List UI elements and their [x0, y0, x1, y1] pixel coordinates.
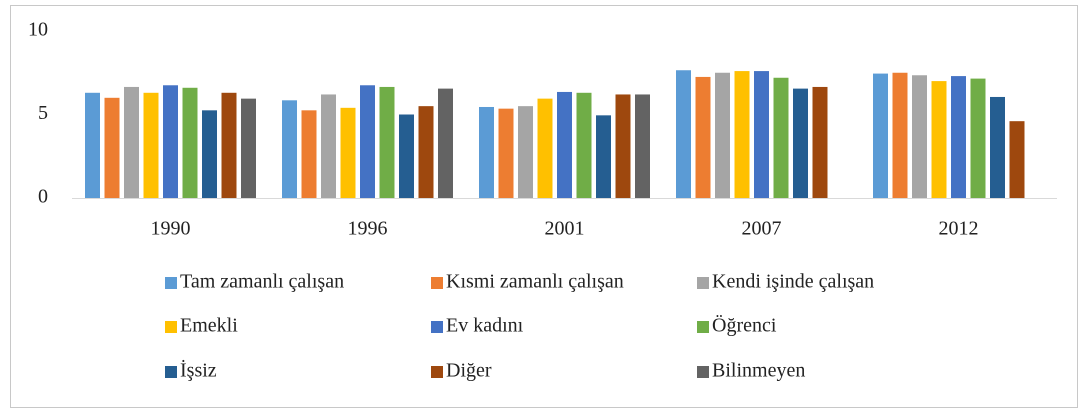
bar — [715, 72, 730, 198]
bar — [615, 94, 631, 198]
bar — [340, 107, 356, 198]
bar — [695, 76, 711, 198]
bar — [282, 100, 297, 198]
bar — [399, 114, 414, 198]
bar — [773, 77, 789, 198]
bar — [734, 71, 750, 198]
bar — [537, 98, 553, 198]
legend-label: Tam zamanlı çalışan — [180, 271, 344, 293]
legend-swatch — [165, 366, 177, 378]
bar — [635, 94, 650, 198]
y-tick-label: 5 — [38, 102, 48, 124]
bar — [321, 94, 336, 198]
legend-swatch — [165, 277, 177, 289]
legend-swatch — [697, 366, 709, 378]
bar — [931, 81, 947, 198]
legend-label: Ev kadını — [446, 315, 524, 337]
x-tick-label: 2007 — [742, 218, 782, 240]
legend-swatch — [431, 366, 443, 378]
y-tick-label: 10 — [28, 19, 48, 41]
bar — [518, 106, 533, 198]
bar — [202, 110, 217, 198]
bar — [360, 85, 375, 198]
bar — [912, 75, 927, 198]
bar — [438, 88, 453, 198]
bar — [557, 91, 572, 198]
legend-swatch — [431, 321, 443, 333]
bar — [104, 97, 120, 198]
chart-border — [10, 5, 1078, 408]
bar — [418, 106, 434, 198]
bar — [163, 85, 178, 198]
legend-label: Kısmi zamanlı çalışan — [446, 271, 624, 293]
bar — [301, 110, 317, 198]
bar — [873, 73, 888, 198]
x-tick-label: 2001 — [545, 218, 585, 240]
legend-label: Kendi işinde çalışan — [712, 271, 874, 293]
legend-swatch — [165, 321, 177, 333]
bar — [221, 92, 237, 198]
bar — [479, 106, 494, 198]
legend-label: Emekli — [180, 315, 238, 337]
bar — [892, 72, 908, 198]
bar — [182, 87, 198, 198]
bar — [754, 71, 769, 198]
legend-swatch — [697, 321, 709, 333]
legend-label: Bilinmeyen — [712, 360, 805, 382]
legend-swatch — [431, 277, 443, 289]
bar — [951, 76, 966, 198]
bar — [793, 88, 808, 198]
legend-label: Diğer — [446, 360, 492, 382]
bar — [676, 70, 691, 198]
bar — [576, 92, 592, 198]
legend-label: İşsiz — [180, 359, 217, 382]
bar — [990, 96, 1005, 198]
legend-swatch — [697, 277, 709, 289]
bar — [124, 86, 139, 198]
bar — [596, 115, 611, 198]
bar — [379, 86, 395, 198]
bar — [812, 86, 828, 198]
bar — [143, 92, 159, 198]
x-tick-label: 2012 — [939, 218, 979, 240]
bar — [85, 92, 100, 198]
bar — [970, 78, 986, 198]
bar — [241, 98, 256, 198]
x-tick-label: 1990 — [151, 218, 191, 240]
bar — [1009, 121, 1025, 198]
bar — [498, 108, 514, 198]
legend-label: Öğrenci — [712, 314, 777, 337]
y-tick-label: 0 — [38, 186, 48, 208]
x-tick-label: 1996 — [348, 218, 388, 240]
